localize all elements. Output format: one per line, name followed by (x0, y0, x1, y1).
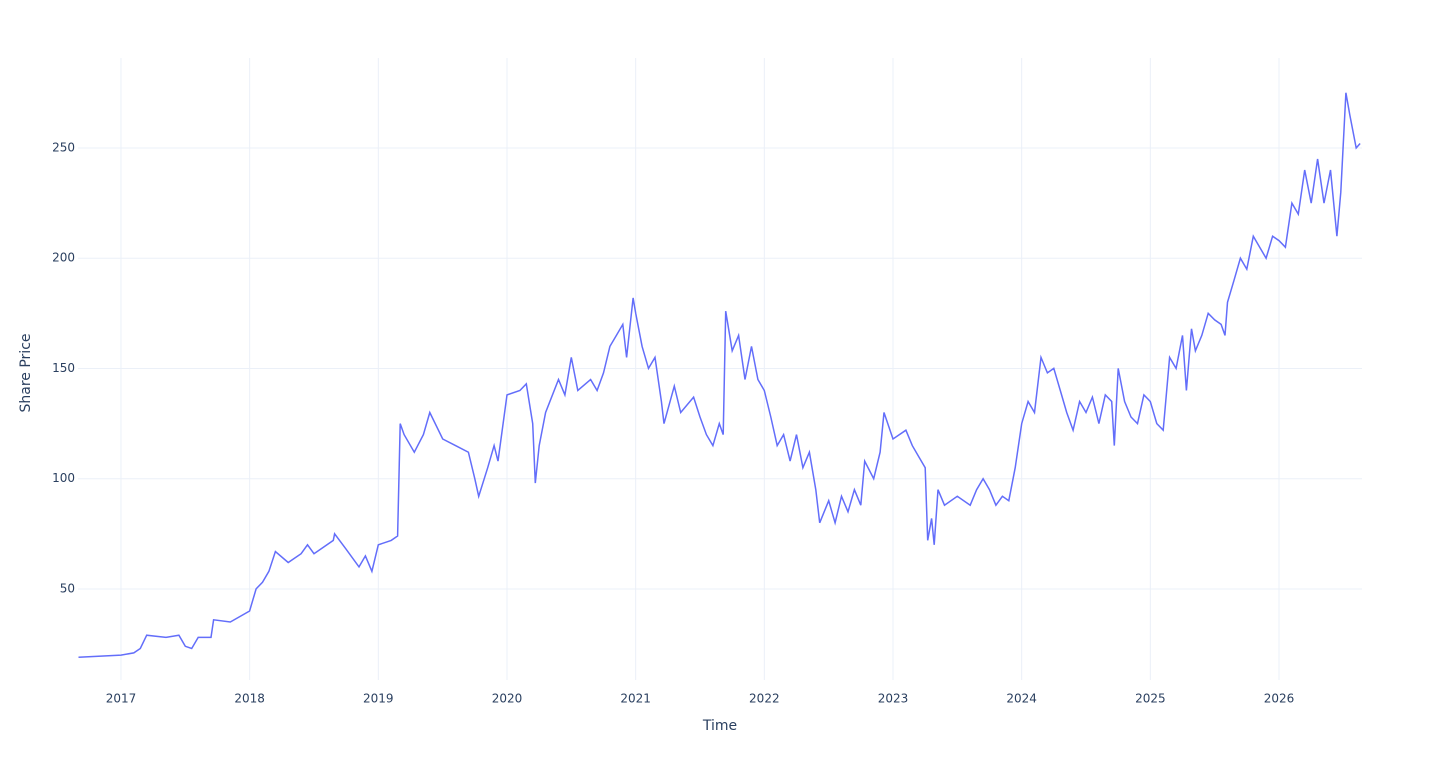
y-axis-title: Share Price (18, 333, 34, 412)
price-line (78, 92, 1361, 659)
x-tick-label: 2018 (234, 692, 265, 706)
x-tick-label: 2022 (749, 692, 780, 706)
y-tick-label: 250 (52, 140, 75, 154)
y-tick-label: 150 (52, 361, 75, 375)
x-tick-label: 2019 (363, 692, 394, 706)
x-tick-label: 2024 (1006, 692, 1037, 706)
x-tick-label: 2021 (620, 692, 651, 706)
x-tick-label: 2026 (1264, 692, 1295, 706)
x-axis-title: Time (702, 718, 737, 734)
x-tick-label: 2025 (1135, 692, 1166, 706)
y-tick-label: 200 (52, 251, 75, 265)
x-tick-label: 2017 (106, 692, 137, 706)
y-tick-label: 100 (52, 471, 75, 485)
x-tick-label: 2023 (878, 692, 909, 706)
x-tick-label: 2020 (492, 692, 523, 706)
y-tick-label: 50 (60, 581, 75, 595)
